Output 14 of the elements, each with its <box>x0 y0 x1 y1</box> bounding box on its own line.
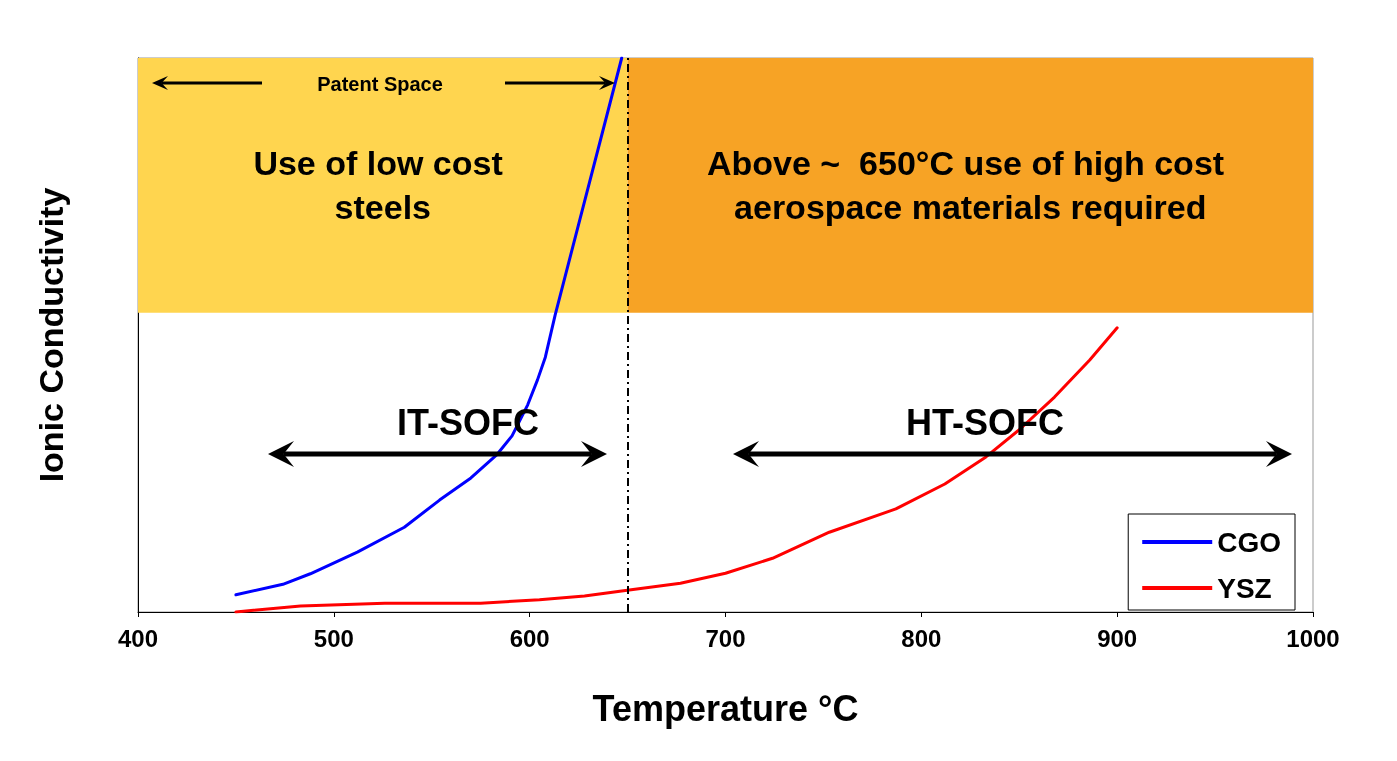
x-tick-label: 600 <box>509 624 550 652</box>
y-axis-title: Ionic Conductivity <box>32 187 70 483</box>
band-label: Above ~ 650°C use of high cost aerospace materials required <box>707 144 1234 227</box>
x-tick-label: 700 <box>705 624 746 652</box>
x-tick-label: 400 <box>117 624 159 652</box>
legend-label: YSZ <box>1217 572 1272 604</box>
x-axis-title: Temperature °C <box>592 687 859 729</box>
x-tick-label: 500 <box>313 624 354 652</box>
band-label: Use of low cost steels <box>253 144 513 227</box>
x-tick-label: 1000 <box>1286 624 1340 652</box>
x-tick-label: 800 <box>901 624 942 652</box>
annotation: Patent Space <box>317 73 443 95</box>
legend-label: CGO <box>1217 526 1281 558</box>
x-tick-label: 900 <box>1097 624 1138 652</box>
